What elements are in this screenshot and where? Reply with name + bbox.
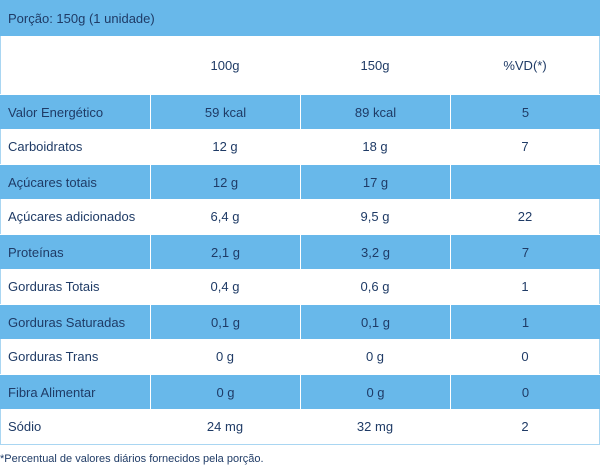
value-vd: 22 xyxy=(517,209,533,224)
value-150g: 17 g xyxy=(300,165,450,199)
table-row: Valor Energético 59 kcal 89 kcal 5 xyxy=(0,94,600,129)
nutrient-name: Sódio xyxy=(8,419,42,434)
value-vd: 1 xyxy=(521,279,529,294)
nutrient-name: Proteínas xyxy=(8,244,64,260)
value-vd: 7 xyxy=(450,235,600,269)
value-vd: 5 xyxy=(450,95,600,129)
footnote: *Percentual de valores diários fornecido… xyxy=(0,453,264,465)
value-150g: 3,2 g xyxy=(300,235,450,269)
nutrient-name: Fibra Alimentar xyxy=(8,384,96,400)
table-row: Sódio 24 mg 32 mg 2 xyxy=(0,409,600,444)
value-150g: 0 g xyxy=(300,375,450,409)
header-vd: %VD(*) xyxy=(503,57,547,73)
header-nutrient xyxy=(0,36,150,94)
value-vd: 7 xyxy=(521,139,529,154)
value-100g: 24 mg xyxy=(206,419,244,434)
header-100g: 100g xyxy=(210,57,240,73)
nutrient-name: Gorduras Saturadas xyxy=(8,314,126,330)
value-150g: 9,5 g xyxy=(360,209,390,224)
value-150g: 0 g xyxy=(365,349,385,364)
table-row: Gorduras Trans 0 g 0 g 0 xyxy=(0,339,600,374)
value-100g: 6,4 g xyxy=(210,209,240,224)
header-150g: 150g xyxy=(360,57,390,73)
nutrient-name: Carboidratos xyxy=(8,139,83,154)
table-row: Gorduras Saturadas 0,1 g 0,1 g 1 xyxy=(0,304,600,339)
value-150g: 18 g xyxy=(362,139,388,154)
portion-label: Porção: 150g (1 unidade) xyxy=(8,10,155,26)
value-vd xyxy=(450,165,600,199)
table-row: Carboidratos 12 g 18 g 7 xyxy=(0,129,600,164)
value-150g: 89 kcal xyxy=(300,95,450,129)
value-150g: 0,6 g xyxy=(360,279,390,294)
portion-header: Porção: 150g (1 unidade) xyxy=(0,0,600,36)
nutrient-name: Valor Energético xyxy=(8,104,104,120)
value-150g: 32 mg xyxy=(356,419,394,434)
value-100g: 12 g xyxy=(212,139,238,154)
table-row: Gorduras Totais 0,4 g 0,6 g 1 xyxy=(0,269,600,304)
value-100g: 2,1 g xyxy=(150,235,300,269)
value-150g: 0,1 g xyxy=(300,305,450,339)
value-vd: 2 xyxy=(521,419,529,434)
nutrient-name: Gorduras Totais xyxy=(8,279,100,294)
table-row: Fibra Alimentar 0 g 0 g 0 xyxy=(0,374,600,409)
value-100g: 0,1 g xyxy=(150,305,300,339)
value-100g: 0,4 g xyxy=(210,279,240,294)
value-vd: 1 xyxy=(450,305,600,339)
table-row: Açúcares totais 12 g 17 g xyxy=(0,164,600,199)
value-100g: 59 kcal xyxy=(150,95,300,129)
value-vd: 0 xyxy=(450,375,600,409)
value-100g: 0 g xyxy=(215,349,235,364)
table-header-row: 100g 150g %VD(*) xyxy=(0,36,600,94)
value-100g: 0 g xyxy=(150,375,300,409)
value-100g: 12 g xyxy=(150,165,300,199)
value-vd: 0 xyxy=(521,349,529,364)
table-row: Proteínas 2,1 g 3,2 g 7 xyxy=(0,234,600,269)
table-row: Açúcares adicionados 6,4 g 9,5 g 22 xyxy=(0,199,600,234)
nutrient-name: Açúcares totais xyxy=(8,174,97,190)
nutrient-name: Gorduras Trans xyxy=(8,349,99,364)
nutrient-name: Açúcares adicionados xyxy=(8,209,136,224)
